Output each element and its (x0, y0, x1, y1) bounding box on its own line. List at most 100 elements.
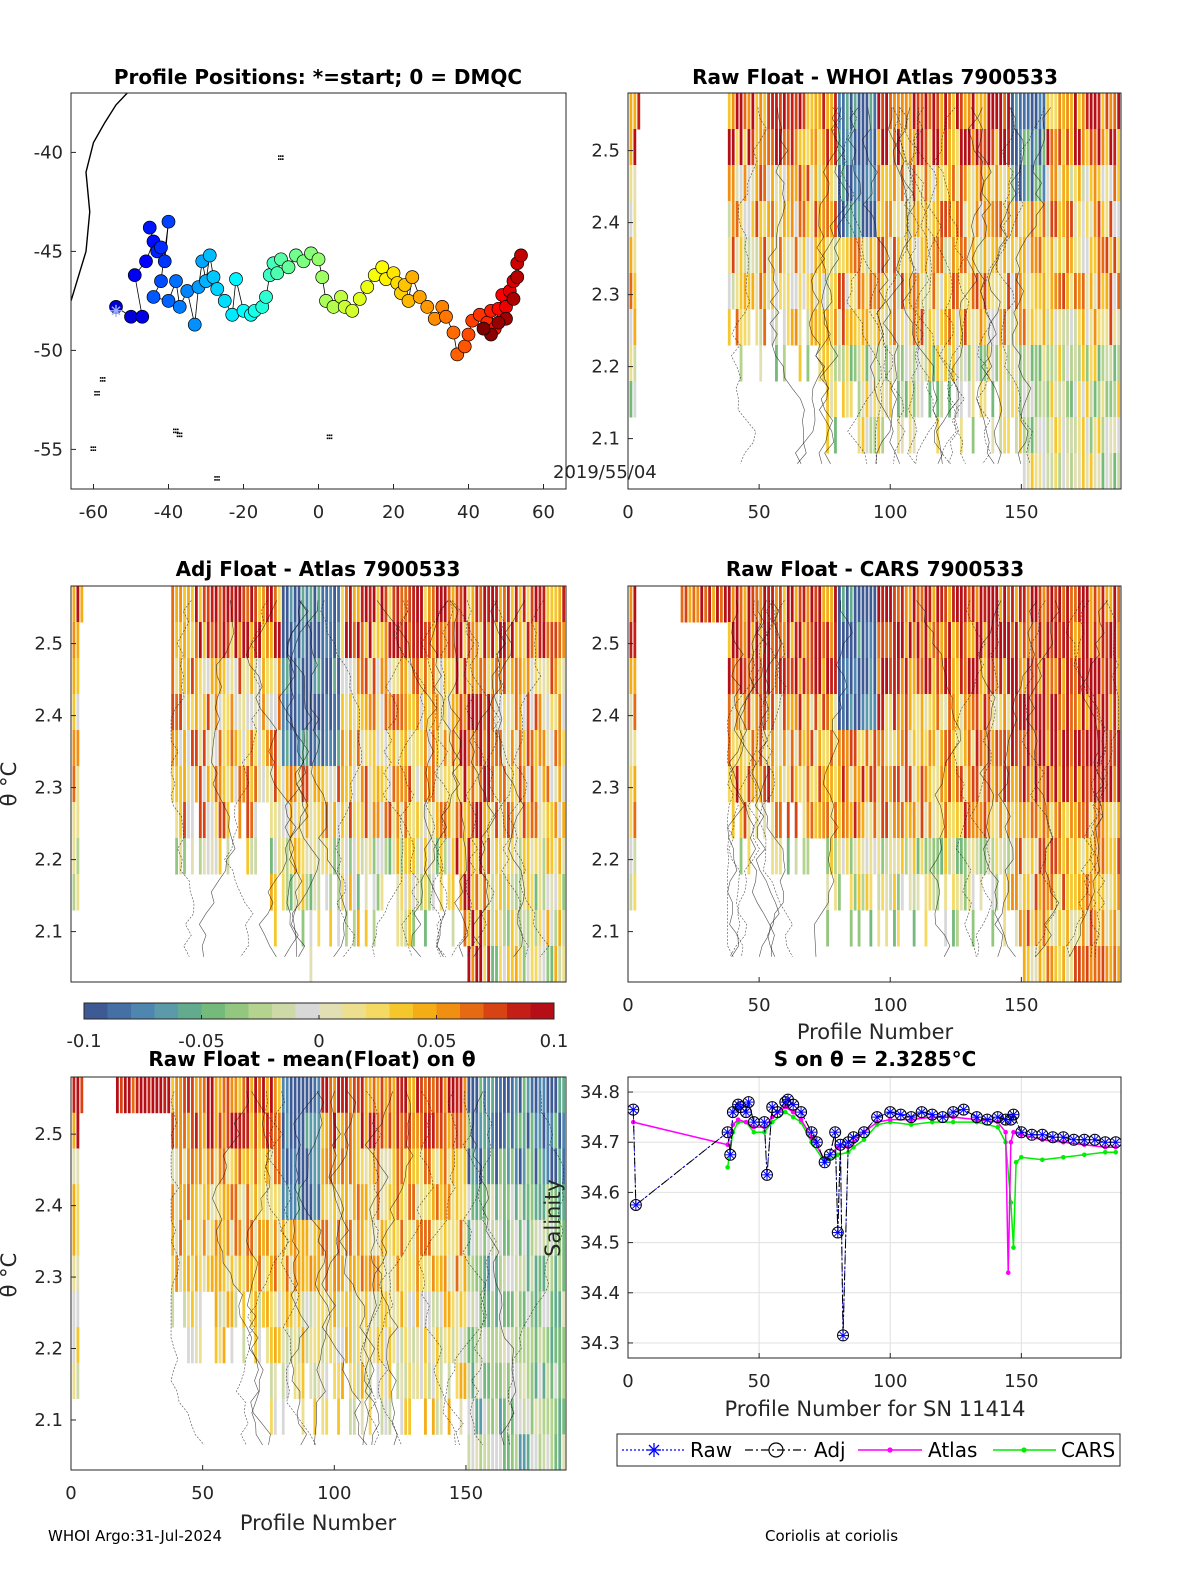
anomaly-cell (1109, 453, 1113, 489)
anomaly-cell (503, 1398, 506, 1435)
anomaly-cell (510, 1255, 514, 1292)
anomaly-cell (1003, 273, 1007, 310)
cars-point (908, 1122, 914, 1127)
mean-anomaly-title: Raw Float - mean(Float) on θ (148, 1047, 475, 1071)
anomaly-cell (857, 730, 861, 767)
anomaly-cell (72, 1148, 76, 1185)
anomaly-cell (877, 838, 881, 875)
anomaly-cell (293, 586, 297, 623)
contour-line (364, 1091, 399, 1446)
anomaly-cell (313, 1219, 317, 1257)
anomaly-cell (1038, 802, 1042, 839)
anomaly-cell (171, 622, 175, 659)
anomaly-cell (845, 658, 849, 695)
anomaly-cell (281, 1112, 285, 1149)
anomaly-cell (798, 658, 802, 695)
anomaly-cell (633, 694, 637, 731)
anomaly-cell (885, 658, 889, 695)
anomaly-cell (309, 1112, 313, 1149)
anomaly-cell (944, 237, 948, 274)
anomaly-cell (503, 766, 506, 803)
anomaly-cell (802, 165, 806, 202)
anomaly-cell (908, 345, 912, 382)
anomaly-cell (952, 730, 955, 767)
anomaly-cell (384, 1112, 388, 1149)
anomaly-cell (928, 201, 932, 238)
anomaly-cell (475, 1291, 479, 1328)
anomaly-cell (1109, 237, 1113, 274)
anomaly-cell (210, 1077, 214, 1114)
anomaly-cell (392, 1255, 396, 1292)
anomaly-cell (123, 1077, 127, 1114)
anomaly-cell (412, 1362, 415, 1400)
anomaly-cell (503, 730, 506, 767)
anomaly-cell (806, 237, 810, 274)
anomaly-cell (629, 838, 633, 875)
anomaly-cell (959, 802, 963, 839)
anomaly-cell (242, 586, 246, 623)
anomaly-cell (495, 874, 498, 911)
anomaly-cell (849, 838, 853, 875)
anomaly-cell (341, 622, 344, 659)
anomaly-cell (277, 694, 281, 731)
anomaly-cell (904, 273, 908, 310)
anomaly-cell (546, 658, 550, 695)
anomaly-cell (790, 658, 794, 695)
anomaly-cell (830, 201, 833, 238)
anomaly-cell (877, 381, 881, 418)
anomaly-cell (518, 1362, 522, 1400)
anomaly-cell (916, 730, 920, 767)
anomaly-cell (810, 237, 814, 274)
anomaly-cell (900, 874, 904, 911)
anomaly-cell (266, 694, 269, 731)
anomaly-cell (956, 802, 959, 839)
anomaly-cell (936, 273, 940, 310)
anomaly-cell (814, 766, 818, 803)
anomaly-cell (467, 1184, 471, 1221)
anomaly-cell (198, 802, 202, 839)
anomaly-cell (924, 345, 928, 382)
anomaly-cell (790, 622, 794, 659)
anomaly-cell (830, 165, 833, 202)
anomaly-cell (266, 1219, 269, 1257)
anomaly-cell (329, 1255, 333, 1292)
anomaly-cell (751, 658, 755, 695)
anomaly-cell (1066, 910, 1069, 947)
anomaly-cell (439, 1327, 443, 1364)
anomaly-cell (202, 1219, 206, 1257)
anomaly-cell (463, 622, 467, 659)
anomaly-cell (143, 1077, 147, 1114)
anomaly-cell (510, 946, 514, 982)
anomaly-cell (857, 658, 861, 695)
anomaly-cell (447, 586, 451, 623)
anomaly-cell (924, 910, 928, 947)
anomaly-cell (629, 273, 633, 310)
anomaly-cell (72, 766, 76, 803)
anomaly-cell (72, 1184, 76, 1221)
anomaly-cell (920, 838, 924, 875)
anomaly-cell (1105, 802, 1109, 839)
anomaly-cell (999, 381, 1003, 418)
anomaly-cell (790, 309, 794, 346)
anomaly-cell (325, 1398, 329, 1435)
anomaly-cell (893, 766, 896, 803)
anomaly-cell (1070, 273, 1073, 310)
anomaly-cell (810, 129, 814, 166)
anomaly-cell (337, 1327, 340, 1364)
anomaly-cell (1070, 417, 1073, 454)
anomaly-cell (352, 694, 356, 731)
anomaly-cell (455, 802, 459, 839)
anomaly-cell (471, 874, 475, 911)
anomaly-cell (1105, 730, 1109, 767)
anomaly-cell (388, 1398, 392, 1435)
anomaly-cell (948, 309, 951, 346)
cars-point (790, 1114, 796, 1120)
anomaly-cell (404, 766, 408, 803)
anomaly-cell (506, 766, 510, 803)
anomaly-cell (443, 1291, 447, 1328)
anomaly-cell (897, 309, 900, 346)
anomaly-cell (558, 802, 562, 839)
anomaly-cell (1018, 910, 1022, 947)
anomaly-cell (475, 946, 479, 982)
anomaly-cell (979, 381, 983, 418)
